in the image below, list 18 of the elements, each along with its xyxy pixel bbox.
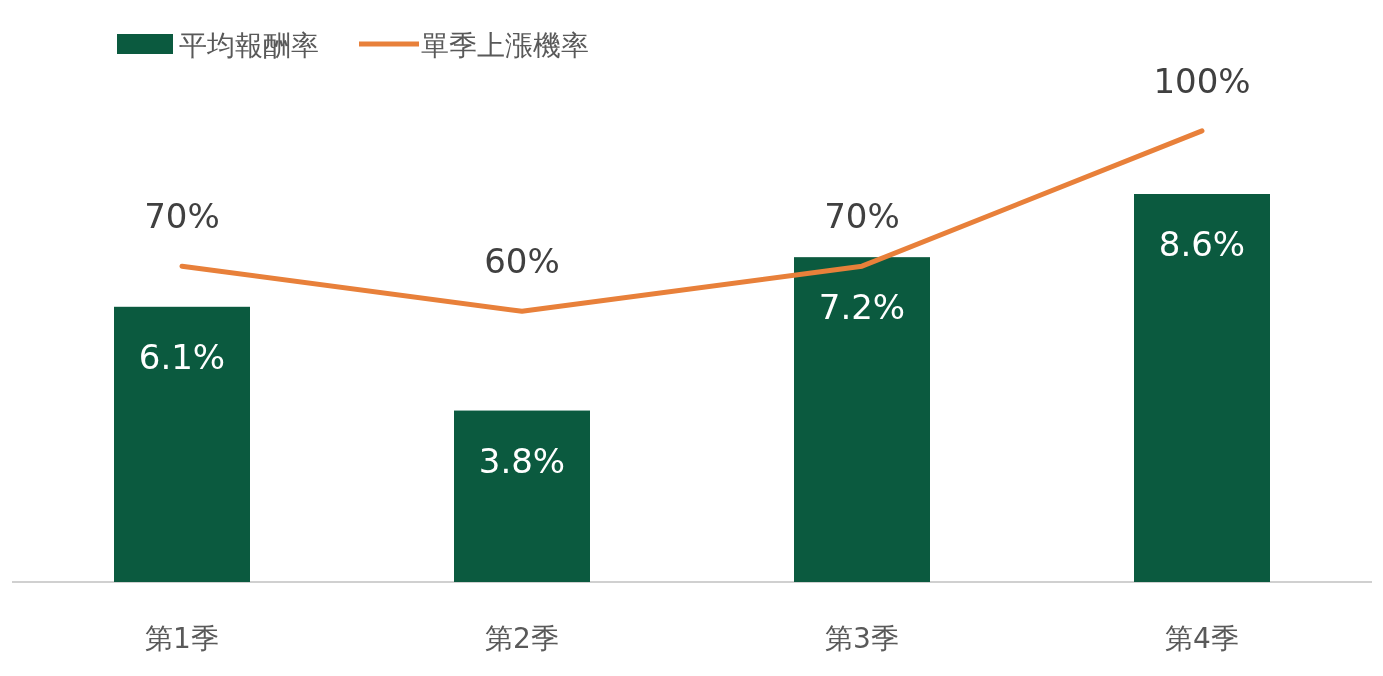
data-label: 60% xyxy=(484,241,560,282)
x-tick-label: 第4季 xyxy=(1165,622,1239,655)
x-tick-label: 第2季 xyxy=(485,622,559,655)
data-label: 6.1% xyxy=(138,336,226,377)
legend-label: 平均報酬率 xyxy=(179,29,319,62)
bar xyxy=(454,410,590,582)
bar xyxy=(1134,194,1270,582)
legend-label: 單季上漲機率 xyxy=(421,29,589,62)
data-label: 70% xyxy=(144,196,220,237)
data-label: 100% xyxy=(1153,60,1251,101)
data-label: 70% xyxy=(824,196,900,237)
x-tick-label: 第3季 xyxy=(825,622,899,655)
x-tick-label: 第1季 xyxy=(145,622,219,655)
data-label: 3.8% xyxy=(478,440,566,481)
data-label: 7.2% xyxy=(818,287,906,328)
bar xyxy=(114,306,250,582)
data-label: 8.6% xyxy=(1158,224,1246,264)
bar xyxy=(794,257,930,582)
